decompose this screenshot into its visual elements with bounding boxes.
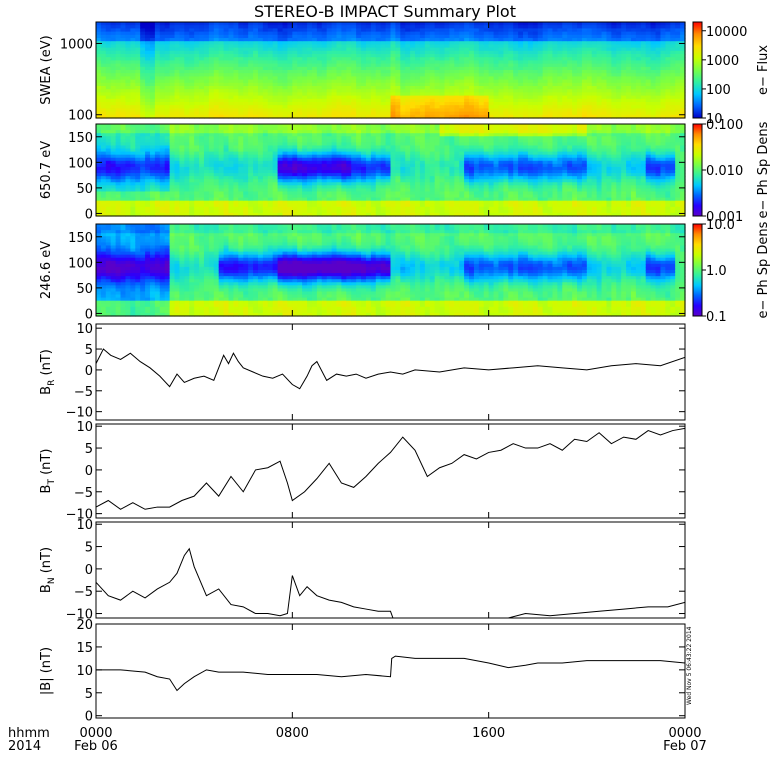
colorbar-tick-label: 10000 (706, 25, 747, 40)
y-tick-label: 1000 (60, 37, 93, 52)
y-tick-label: 100 (68, 109, 93, 124)
colorbar-tick-label: 1000 (706, 54, 739, 69)
spectrogram-0 (96, 22, 686, 119)
plot-title: STEREO-B IMPACT Summary Plot (254, 2, 516, 21)
colorbar-tick-label: 100 (706, 83, 731, 98)
spectrogram-1 (96, 124, 686, 217)
colorbar-label: e− Flux (756, 45, 771, 95)
colorbar-scale (693, 22, 702, 118)
y-axis-label: SWEA (eV) (39, 35, 54, 104)
